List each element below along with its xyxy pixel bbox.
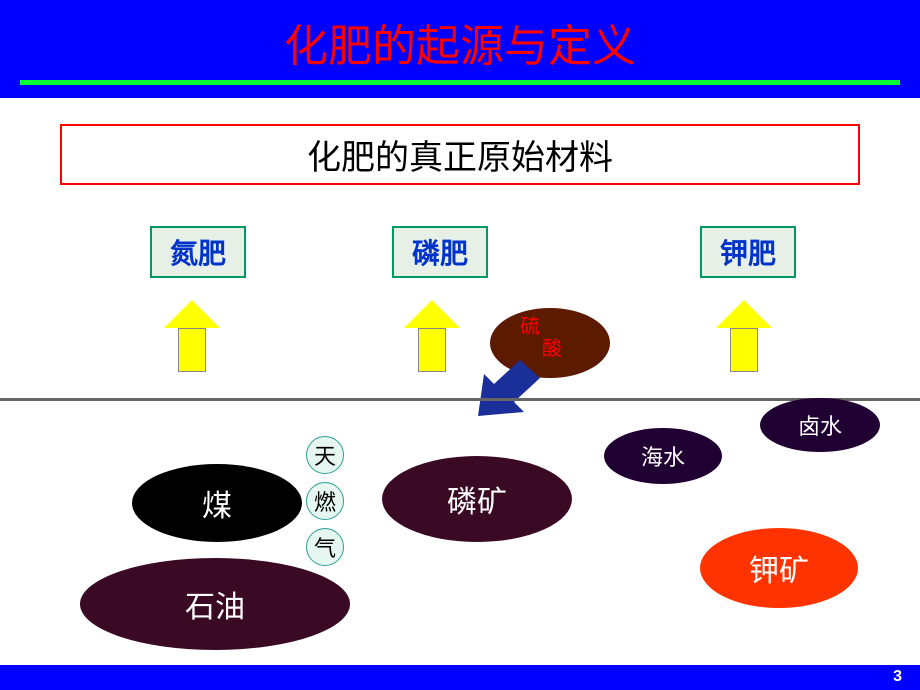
subtitle-text: 化肥的真正原始材料 xyxy=(307,140,613,177)
slide-header: 化肥的起源与定义 xyxy=(0,0,920,85)
material-oil: 石油 xyxy=(80,558,350,650)
slide-title: 化肥的起源与定义 xyxy=(0,0,920,80)
page-number: 3 xyxy=(893,668,902,686)
col-label-potassium: 钾肥 xyxy=(700,226,796,278)
material-potash: 钾矿 xyxy=(700,528,858,608)
arrow-up-potassium xyxy=(730,300,772,372)
material-gas-3: 气 xyxy=(306,528,344,566)
ground-line xyxy=(0,398,920,401)
material-phosphate: 磷矿 xyxy=(382,456,572,542)
arrow-up-phosphorus xyxy=(418,300,460,372)
col-label-phosphorus: 磷肥 xyxy=(392,226,488,278)
subtitle-box: 化肥的真正原始材料 xyxy=(60,124,860,185)
material-coal: 煤 xyxy=(132,464,302,542)
slide-content: 化肥的真正原始材料 氮肥 磷肥 钾肥 硫 酸 煤 石油 天 燃 气 磷矿 海水 … xyxy=(0,98,920,665)
material-brine: 卤水 xyxy=(760,398,880,452)
sulfuric-acid-text: 硫 酸 xyxy=(520,316,562,360)
material-gas-1: 天 xyxy=(306,436,344,474)
title-divider xyxy=(20,80,900,85)
arrow-up-nitrogen xyxy=(178,300,220,372)
material-seawater: 海水 xyxy=(604,428,722,484)
arrow-diagonal-sulfuric xyxy=(470,360,540,420)
material-gas-2: 燃 xyxy=(306,482,344,520)
col-label-nitrogen: 氮肥 xyxy=(150,226,246,278)
